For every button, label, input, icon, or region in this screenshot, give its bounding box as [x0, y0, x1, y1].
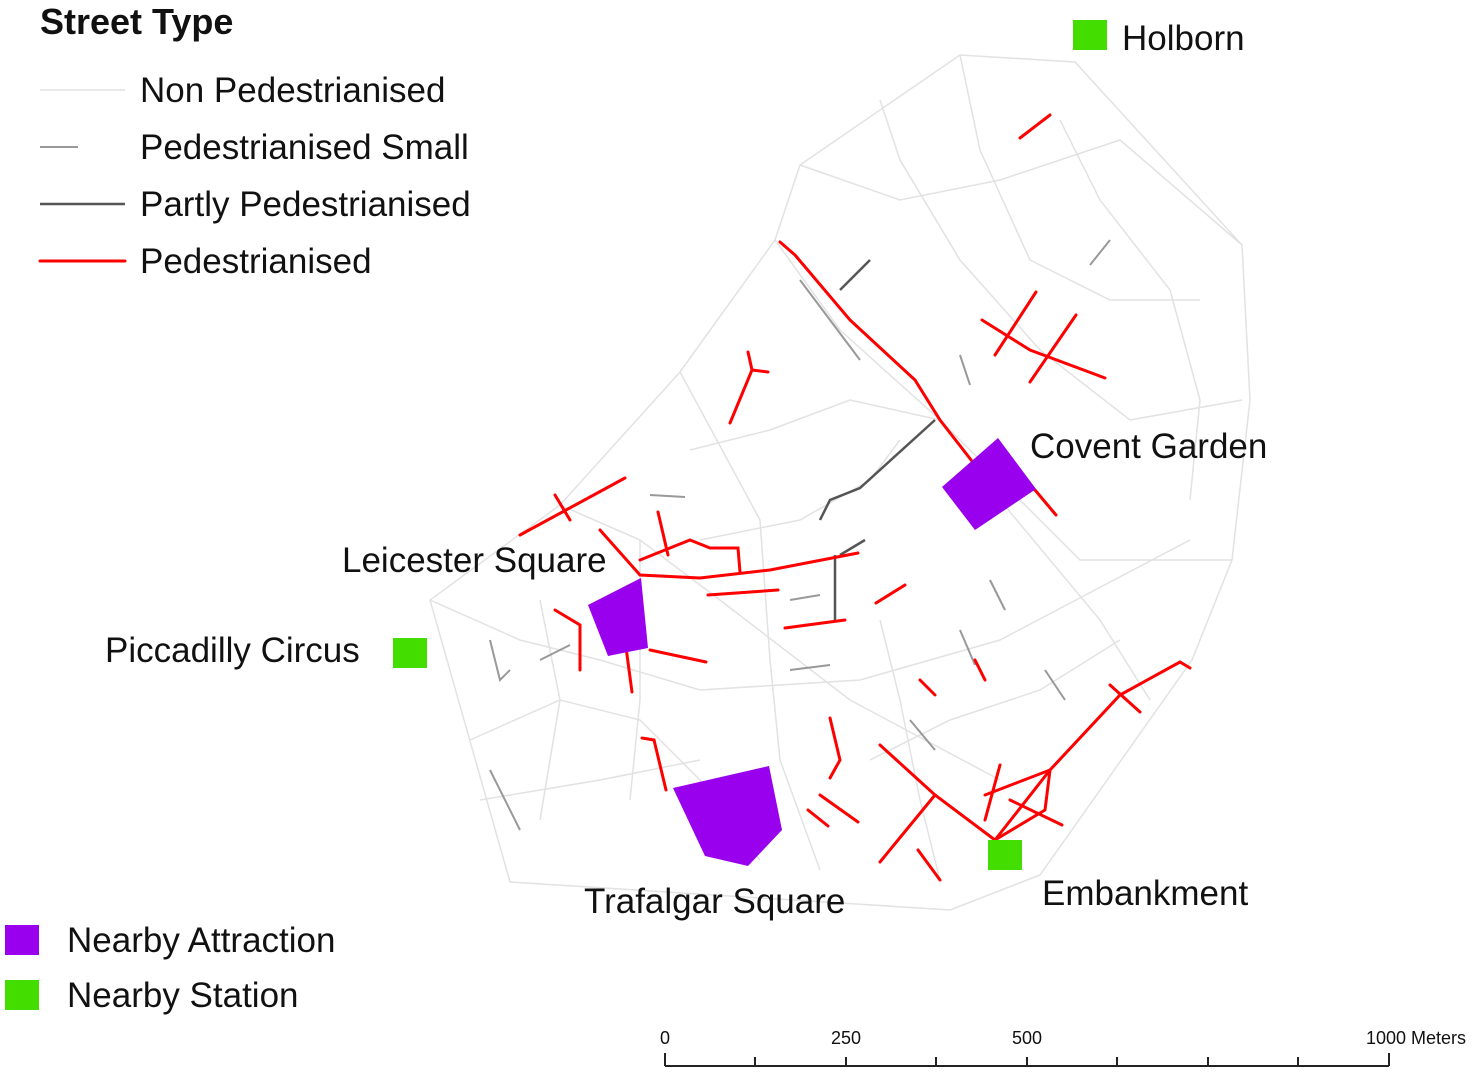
street-network	[429, 54, 1251, 911]
attraction-leicester-square	[588, 578, 648, 656]
place-label: Leicester Square	[342, 541, 607, 580]
scale-label: 250	[831, 1028, 861, 1048]
place-label: Covent Garden	[1030, 427, 1267, 466]
station-piccadilly	[393, 638, 427, 668]
legend-title: Street Type	[40, 1, 233, 42]
legend-swatch	[5, 980, 39, 1010]
legend-label: Partly Pedestrianised	[140, 185, 471, 224]
place-label: Holborn	[1122, 19, 1245, 58]
legend-label: Nearby Station	[67, 976, 299, 1015]
scale-label: 0	[660, 1028, 670, 1048]
place-label: Embankment	[1042, 874, 1248, 913]
scale-label: 1000 Meters	[1366, 1028, 1466, 1048]
legend-label: Nearby Attraction	[67, 921, 335, 960]
legend-label: Non Pedestrianised	[140, 71, 445, 110]
legend-swatch	[5, 925, 39, 955]
station-embankment	[988, 840, 1022, 870]
scale-bar	[664, 1053, 1390, 1067]
station-holborn	[1073, 20, 1107, 50]
attraction-trafalgar-square	[673, 766, 782, 866]
place-label: Piccadilly Circus	[105, 631, 360, 670]
place-label: Trafalgar Square	[584, 882, 845, 921]
legend-label: Pedestrianised Small	[140, 128, 469, 167]
scale-label: 500	[1012, 1028, 1042, 1048]
legend-label: Pedestrianised	[140, 242, 372, 281]
attraction-covent-garden	[942, 438, 1036, 530]
